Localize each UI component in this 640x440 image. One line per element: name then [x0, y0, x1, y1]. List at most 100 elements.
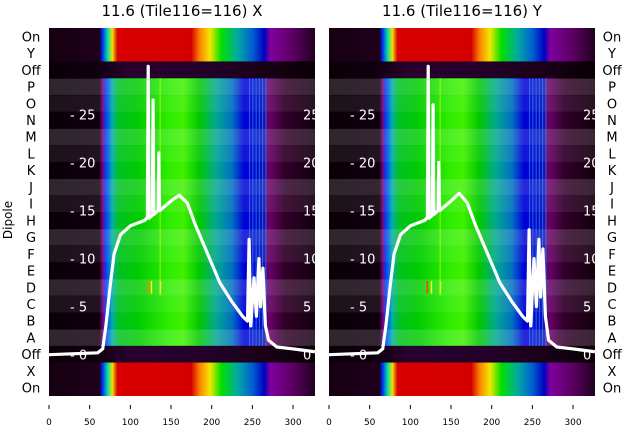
- heatmap-streak: [535, 78, 537, 346]
- heatmap-row: [49, 128, 315, 146]
- heatmap-row: [329, 94, 595, 113]
- xtick-label: 150: [162, 418, 179, 428]
- heatmap-row: [329, 61, 595, 79]
- row-label: On: [22, 30, 40, 45]
- row-label: O: [607, 97, 617, 112]
- row-label: J: [28, 181, 33, 196]
- heatmap-row: [329, 178, 595, 196]
- heatmap-row: [49, 44, 315, 62]
- overlay-ytick-label: - 25: [350, 108, 375, 123]
- heatmap-row: [49, 329, 315, 347]
- row-label: D: [607, 281, 617, 296]
- row-label: On: [22, 382, 40, 397]
- xtick-label: 250: [524, 418, 541, 428]
- row-label: M: [25, 131, 36, 146]
- heatmap-row: [329, 362, 595, 380]
- row-label: G: [607, 231, 617, 246]
- row-label: On: [603, 30, 621, 45]
- xtick-label: 250: [244, 418, 261, 428]
- row-label: C: [26, 298, 35, 313]
- heatmap-row: [329, 195, 595, 213]
- overlay-ytick-label: - 5: [350, 301, 367, 316]
- overlay-ytick-label-right: 5: [303, 301, 311, 316]
- heatmap-row: [329, 312, 595, 330]
- row-label: D: [26, 281, 36, 296]
- row-label: Off: [21, 348, 41, 363]
- row-label: E: [27, 265, 35, 280]
- row-label: K: [27, 164, 36, 179]
- heatmap-row: [329, 28, 595, 46]
- row-label: Y: [26, 47, 35, 62]
- overlay-ytick-label-right: 15: [303, 205, 320, 220]
- xtick-label: 150: [442, 418, 459, 428]
- heatmap-highlight: [147, 280, 149, 294]
- heatmap-row: [49, 78, 315, 96]
- heatmap-row: [329, 78, 595, 96]
- overlay-ytick-label-right: 0: [303, 349, 311, 364]
- heatmap-row: [49, 195, 315, 213]
- overlay-ytick-label: - 20: [350, 157, 375, 172]
- row-label: I: [610, 198, 614, 213]
- heatmap-row: [329, 212, 595, 230]
- row-label: P: [608, 81, 616, 96]
- overlay-ytick-label-right: 0: [583, 349, 591, 364]
- heatmap-streak: [258, 78, 260, 346]
- y-axis-label: Dipole: [1, 201, 15, 239]
- heatmap-streak: [545, 78, 547, 346]
- overlay-ytick-label-right: 10: [303, 253, 320, 268]
- row-label: P: [27, 81, 35, 96]
- overlay-ytick-label: - 20: [70, 157, 95, 172]
- heatmap-highlight: [150, 280, 153, 294]
- overlay-ytick-label-right: 10: [583, 253, 600, 268]
- row-label: G: [26, 231, 36, 246]
- row-label: X: [27, 365, 36, 380]
- heatmap-row: [329, 111, 595, 129]
- xtick-label: 300: [284, 418, 301, 428]
- heatmap-streak: [529, 78, 531, 346]
- overlay-ytick-label-right: 20: [303, 157, 320, 172]
- overlay-ytick-label-right: 25: [303, 108, 320, 123]
- row-label: Off: [602, 348, 622, 363]
- heatmap-row: [49, 61, 315, 79]
- overlay-ytick-label: - 10: [70, 253, 95, 268]
- heatmap-row: [329, 295, 595, 313]
- heatmap-row: [49, 161, 315, 180]
- heatmap-row: [49, 278, 315, 297]
- overlay-ytick-label-right: 15: [583, 205, 600, 220]
- panel-title: 11.6 (Tile116=116) Y: [382, 2, 543, 20]
- panel-y: 11.6 (Tile116=116) Y - 0 0 - 5 5 - 10 10 - 15 15…: [326, 2, 622, 428]
- row-label: M: [606, 131, 617, 146]
- row-label: C: [607, 298, 616, 313]
- heatmap-streak: [252, 78, 254, 346]
- panel-x: 11.6 (Tile116=116) X - 0 0 - 5 5 - 10 10 - 15 15…: [21, 2, 320, 428]
- row-label: On: [603, 382, 621, 397]
- row-label: A: [608, 331, 617, 346]
- heatmap-row: [329, 44, 595, 62]
- heatmap-row: [329, 345, 595, 364]
- row-label: B: [27, 315, 36, 330]
- heatmap-streak: [542, 78, 544, 346]
- heatmap-row: [49, 362, 315, 380]
- row-label: F: [608, 248, 615, 263]
- heatmap-row: [49, 312, 315, 330]
- heatmap-row: [49, 28, 315, 46]
- heatmap-row: [49, 345, 315, 364]
- heatmap-row: [49, 295, 315, 313]
- overlay-ytick-label-right: 25: [583, 108, 600, 123]
- xtick-label: 100: [122, 418, 139, 428]
- xtick-label: 300: [564, 418, 581, 428]
- heatmap-row: [329, 329, 595, 347]
- row-label: N: [607, 114, 617, 129]
- panel-title: 11.6 (Tile116=116) X: [101, 2, 262, 20]
- row-label: Off: [21, 64, 41, 79]
- row-label: Y: [607, 47, 616, 62]
- overlay-ytick-label-right: 5: [583, 301, 591, 316]
- row-label: H: [26, 214, 36, 229]
- overlay-line: [49, 64, 315, 357]
- row-label: F: [27, 248, 34, 263]
- heatmap-row: [49, 94, 315, 113]
- row-label: H: [607, 214, 617, 229]
- heatmap-row: [329, 145, 595, 163]
- row-label: O: [26, 97, 36, 112]
